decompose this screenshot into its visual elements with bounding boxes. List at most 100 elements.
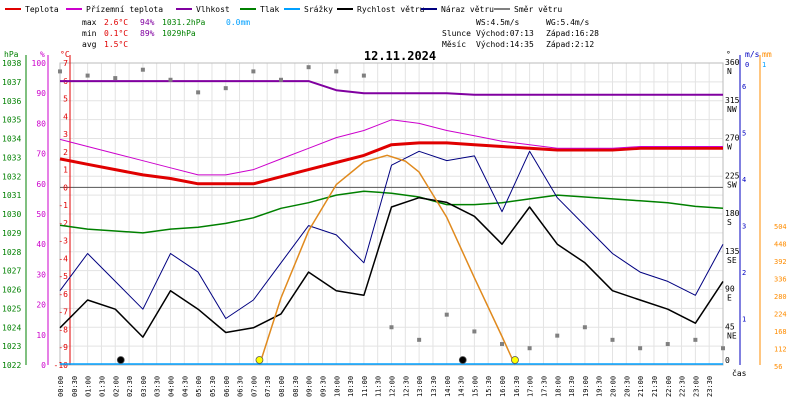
rain-tick: 336	[774, 276, 787, 284]
pressure-tick: 1036	[2, 97, 21, 106]
wind-direction-point	[58, 69, 62, 74]
x-tick: 20:30	[623, 376, 631, 397]
pressure-tick: 1025	[2, 304, 21, 313]
legend-label-hum: Vlhkost	[196, 5, 230, 14]
x-tick: 22:30	[679, 376, 687, 397]
pressure-tick: 1022	[2, 361, 21, 370]
temp-tick: -5	[58, 272, 68, 281]
temp-tick: -4	[58, 254, 68, 263]
humidity-tick: 20	[36, 301, 46, 310]
temp-tick: -8	[58, 325, 68, 334]
axes: hPa% °C ° m/s mm0 110381037103610351034103310…	[2, 50, 787, 397]
pressure-tick: 1026	[2, 286, 21, 295]
x-tick: 22:00	[665, 376, 673, 397]
x-tick: 02:30	[126, 376, 134, 397]
rain-tick: 392	[774, 258, 787, 266]
stats-max-rain: 0.0mm	[226, 18, 250, 27]
direction-tick-deg: 315	[725, 96, 740, 105]
temp-tick: 1	[63, 166, 68, 175]
x-tick: 01:30	[98, 376, 106, 397]
wind-direction-point	[721, 346, 725, 351]
wind-direction-point	[196, 90, 201, 95]
stats-max-temp: 2.6°C	[104, 18, 128, 27]
rain-tick: 448	[774, 241, 787, 249]
legend-label-wind: Rychlost větru	[357, 5, 425, 14]
plot-frame	[59, 62, 724, 366]
legend-label-gust: Náraz větru	[441, 5, 494, 14]
direction-tick-name: SW	[727, 180, 737, 189]
right-unit-label: mm	[762, 50, 772, 59]
legend-label-dir: Směr větru	[514, 5, 562, 14]
wind-direction-point	[444, 312, 449, 317]
stats-min-label: min	[82, 29, 97, 38]
x-tick: 03:30	[154, 376, 162, 397]
direction-tick-deg: 225	[725, 171, 740, 180]
x-tick: 21:30	[651, 376, 659, 397]
wind-direction-point	[279, 77, 283, 82]
wind-tick: 6	[742, 83, 746, 91]
pressure-tick: 1030	[2, 210, 21, 219]
x-tick: 17:30	[540, 376, 548, 397]
direction-tick-name: NE	[727, 331, 737, 340]
x-tick: 15:00	[471, 376, 479, 397]
x-tick: 13:30	[430, 376, 438, 397]
x-tick: 16:00	[499, 376, 507, 397]
series	[58, 65, 725, 366]
x-tick: 11:30	[375, 376, 383, 397]
wind-direction-point	[665, 342, 670, 347]
stats-max-humidity: 94%	[140, 18, 155, 27]
direction-tick-name: N	[727, 67, 732, 76]
wind-direction-point	[251, 69, 256, 74]
wind-direction-point	[223, 86, 228, 91]
pressure-tick: 1031	[2, 191, 21, 200]
x-tick: 09:30	[319, 376, 327, 397]
legend: Teplota Přízemní teplota Vlhkost Tlak Srážky…	[5, 5, 562, 14]
left-unit-label: hPa	[4, 50, 19, 59]
wind-direction-point	[85, 73, 90, 78]
pressure-tick: 1035	[2, 116, 21, 125]
series-line	[258, 154, 516, 366]
wind-gust-stat: WG:5.4m/s	[546, 18, 590, 27]
pressure-tick: 1033	[2, 153, 21, 162]
temp-tick: 4	[63, 112, 68, 121]
x-tick: 12:00	[389, 376, 397, 397]
humidity-tick: 80	[36, 119, 46, 128]
temp-tick: -10	[54, 361, 69, 370]
wind-direction-point	[472, 329, 477, 334]
x-tick: 19:00	[582, 376, 590, 397]
x-tick: 05:30	[209, 376, 217, 397]
x-tick: 18:30	[568, 376, 576, 397]
wind-direction-point	[610, 337, 615, 342]
series-line	[59, 119, 723, 176]
legend-label-temp: Teplota	[25, 5, 59, 14]
temp-tick: -6	[58, 290, 68, 299]
wind-direction-point	[693, 337, 698, 342]
pressure-tick: 1028	[2, 248, 21, 257]
humidity-tick: 100	[32, 59, 47, 68]
stats-max-label: max	[82, 18, 97, 27]
series-line	[59, 196, 724, 338]
temp-tick: 0	[63, 183, 68, 192]
x-tick: 19:30	[596, 376, 604, 397]
rain-tick: 504	[774, 223, 787, 231]
pressure-tick: 1034	[2, 135, 21, 144]
direction-tick-name: NW	[727, 105, 737, 114]
legend-label-rain: Srážky	[304, 5, 333, 14]
wind-direction-point	[113, 76, 118, 81]
x-tick: 00:30	[71, 376, 79, 397]
pressure-tick: 1038	[2, 59, 21, 68]
wind-direction-point	[168, 77, 173, 82]
humidity-tick: 90	[36, 89, 46, 98]
wind-direction-point	[582, 325, 587, 330]
x-tick: 20:00	[610, 376, 618, 397]
grid	[59, 62, 724, 366]
humidity-tick: 40	[36, 240, 46, 249]
series-line	[59, 190, 724, 234]
stats-panel: max 2.6°C 94% 1031.2hPa 0.0mm min 0.1°C …	[82, 18, 599, 49]
x-tick: 05:00	[195, 376, 203, 397]
x-tick: 10:00	[333, 376, 341, 397]
x-tick: 12:30	[402, 376, 410, 397]
direction-tick-name: W	[727, 143, 732, 152]
x-tick: 09:00	[306, 376, 314, 397]
x-tick: 02:00	[112, 376, 120, 397]
